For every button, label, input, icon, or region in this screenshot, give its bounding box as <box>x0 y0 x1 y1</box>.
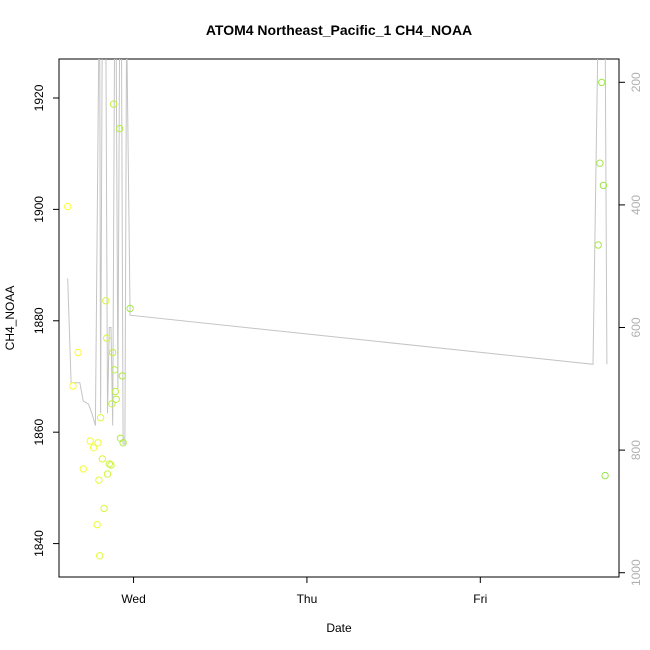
data-point <box>596 159 604 167</box>
data-point <box>98 455 107 463</box>
data-point <box>64 202 72 211</box>
data-point <box>126 304 134 313</box>
data-point <box>599 181 608 190</box>
y2-tick-label: 400 <box>629 195 643 215</box>
data-point <box>79 465 88 473</box>
y-tick-label: 1900 <box>32 196 46 223</box>
y-axis-left: 1840 1860 1880 1900 1920 <box>32 84 59 557</box>
y-axis-right: 200 400 600 800 1000 <box>619 72 643 586</box>
x-tick-label: Fri <box>473 592 487 606</box>
y-tick-label: 1860 <box>32 419 46 446</box>
series-line <box>67 59 608 445</box>
data-point <box>93 520 101 529</box>
data-point <box>95 476 103 484</box>
y-tick-label: 1880 <box>32 307 46 334</box>
data-point <box>69 382 77 390</box>
y2-tick-label: 600 <box>629 317 643 337</box>
data-point <box>108 400 116 408</box>
y-tick-label: 1840 <box>32 530 46 557</box>
data-point <box>111 387 120 396</box>
y-axis-title: CH4_NOAA <box>3 286 17 351</box>
data-point <box>109 348 117 357</box>
data-point <box>119 439 127 447</box>
data-point <box>116 124 124 133</box>
x-axis: Wed Thu Fri <box>121 577 487 606</box>
data-point <box>112 395 120 403</box>
y2-tick-label: 1000 <box>629 559 643 586</box>
series-line-layer <box>67 59 608 445</box>
x-axis-title: Date <box>326 621 352 635</box>
series-points-layer <box>64 78 609 560</box>
data-point <box>109 100 118 108</box>
data-point <box>100 504 108 513</box>
chart-title: ATOM4 Northeast_Pacific_1 CH4_NOAA <box>206 22 472 38</box>
data-point <box>103 470 112 478</box>
plot-area <box>58 58 620 578</box>
data-point <box>96 414 105 422</box>
data-point <box>96 552 104 560</box>
data-point <box>74 348 82 357</box>
y2-tick-label: 800 <box>629 440 643 460</box>
data-point <box>118 372 127 380</box>
data-point <box>598 78 606 87</box>
y-tick-label: 1920 <box>32 84 46 111</box>
data-point <box>107 461 115 469</box>
data-point <box>86 437 94 445</box>
data-point <box>94 439 102 447</box>
x-tick-label: Thu <box>297 592 318 606</box>
data-point <box>102 297 110 305</box>
plot-frame-box <box>58 58 620 578</box>
data-point <box>103 334 111 342</box>
data-point <box>601 471 609 480</box>
data-point <box>594 241 602 249</box>
data-point <box>105 460 114 468</box>
data-point <box>90 444 98 452</box>
data-point <box>110 366 119 374</box>
y2-tick-label: 200 <box>629 72 643 92</box>
x-tick-label: Wed <box>121 592 145 606</box>
